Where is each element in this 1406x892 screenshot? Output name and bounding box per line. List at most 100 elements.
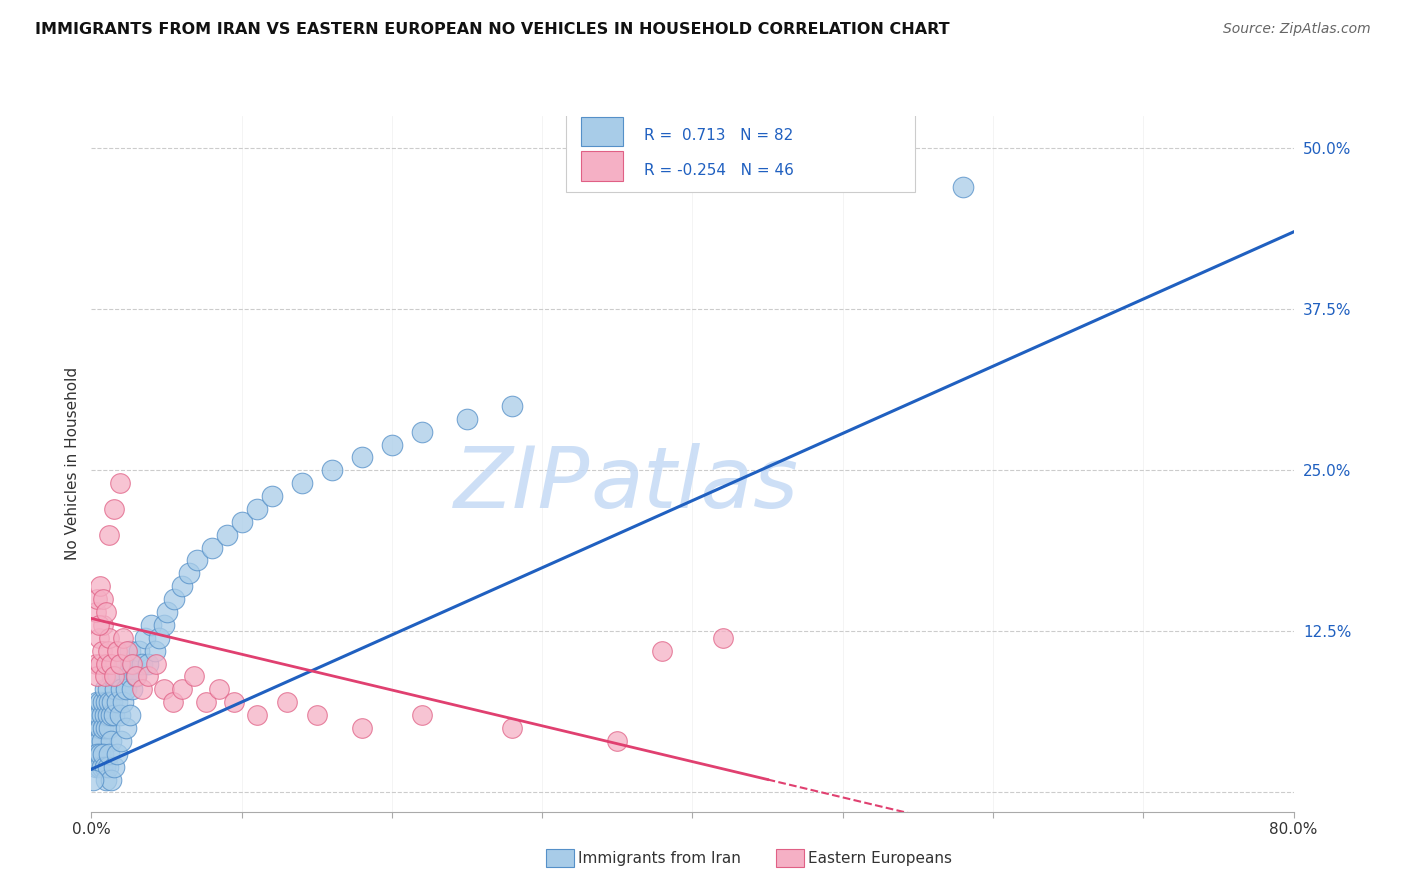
Point xyxy=(89,747,111,761)
Point xyxy=(93,695,115,709)
Point xyxy=(114,657,136,671)
Point xyxy=(120,708,142,723)
FancyBboxPatch shape xyxy=(581,117,623,146)
Point xyxy=(93,618,115,632)
Point xyxy=(134,631,156,645)
Point xyxy=(122,657,145,671)
Point xyxy=(115,721,138,735)
Point xyxy=(111,631,134,645)
Point xyxy=(115,682,138,697)
Point xyxy=(107,669,129,683)
Point xyxy=(87,759,110,773)
Point xyxy=(108,657,131,671)
Point xyxy=(103,669,125,683)
Point xyxy=(381,437,404,451)
Text: ZIP: ZIP xyxy=(454,443,591,526)
Text: Source: ZipAtlas.com: Source: ZipAtlas.com xyxy=(1223,22,1371,37)
Point xyxy=(93,747,115,761)
Point xyxy=(411,708,433,723)
Point xyxy=(84,605,107,619)
Point xyxy=(456,411,478,425)
Point xyxy=(83,721,105,735)
Point xyxy=(97,759,120,773)
Point xyxy=(162,695,184,709)
Point xyxy=(121,682,143,697)
Point xyxy=(501,399,523,413)
Point xyxy=(93,721,115,735)
Point xyxy=(170,579,193,593)
Point xyxy=(121,657,143,671)
Point xyxy=(84,657,107,671)
Point xyxy=(651,643,673,657)
Point xyxy=(606,734,628,748)
Point xyxy=(138,657,160,671)
Point xyxy=(104,682,127,697)
Point xyxy=(186,553,208,567)
Point xyxy=(194,695,217,709)
Point xyxy=(305,708,328,723)
Point xyxy=(155,605,177,619)
Point xyxy=(111,695,134,709)
Point xyxy=(100,708,122,723)
Point xyxy=(103,502,125,516)
Point xyxy=(86,592,108,607)
Point xyxy=(163,592,186,607)
Point xyxy=(105,695,128,709)
Point xyxy=(87,734,110,748)
Point xyxy=(276,695,298,709)
Point xyxy=(97,682,120,697)
Point xyxy=(94,682,117,697)
Point xyxy=(89,657,111,671)
Point xyxy=(84,734,107,748)
Point xyxy=(141,618,163,632)
Point xyxy=(350,450,373,465)
Point xyxy=(94,708,117,723)
Point xyxy=(952,179,974,194)
Point xyxy=(98,695,121,709)
Point xyxy=(84,759,107,773)
Point xyxy=(145,657,167,671)
Point xyxy=(98,747,121,761)
Point xyxy=(97,643,120,657)
Point xyxy=(183,669,205,683)
Point xyxy=(97,708,120,723)
Point xyxy=(94,669,117,683)
Point xyxy=(90,734,112,748)
Point xyxy=(98,631,121,645)
Point xyxy=(148,631,170,645)
Point xyxy=(120,643,142,657)
Point xyxy=(105,643,128,657)
Point xyxy=(208,682,231,697)
Point xyxy=(110,734,132,748)
Point xyxy=(246,708,269,723)
Point xyxy=(87,631,110,645)
FancyBboxPatch shape xyxy=(567,112,915,193)
Point xyxy=(96,772,118,787)
Point xyxy=(321,463,343,477)
Point xyxy=(94,759,117,773)
Point xyxy=(96,695,118,709)
Point xyxy=(86,669,108,683)
Text: Immigrants from Iran: Immigrants from Iran xyxy=(578,851,741,865)
Point xyxy=(105,747,128,761)
Point xyxy=(711,631,734,645)
Point xyxy=(89,579,111,593)
Point xyxy=(201,541,224,555)
Point xyxy=(87,708,110,723)
Point xyxy=(100,734,122,748)
Point xyxy=(96,605,118,619)
Point xyxy=(90,759,112,773)
Point xyxy=(96,657,118,671)
Point xyxy=(131,657,153,671)
Point xyxy=(86,695,108,709)
Point xyxy=(100,772,122,787)
Point xyxy=(101,695,124,709)
Point xyxy=(98,721,121,735)
Point xyxy=(89,721,111,735)
Point xyxy=(84,708,107,723)
Point xyxy=(350,721,373,735)
Point xyxy=(86,747,108,761)
Point xyxy=(86,747,108,761)
Point xyxy=(170,682,193,697)
Point xyxy=(131,682,153,697)
